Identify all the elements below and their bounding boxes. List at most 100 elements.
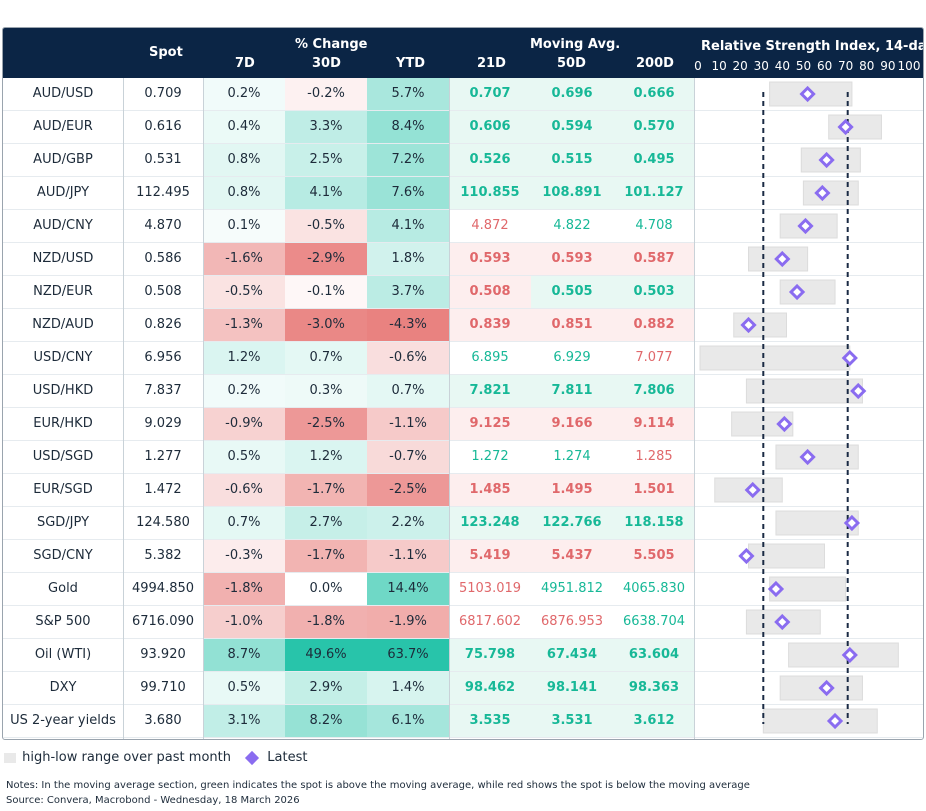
rsi-tick-label: 100: [897, 59, 921, 73]
pair-cell: AUD/EUR: [33, 119, 93, 134]
rsi-latest-marker: [841, 349, 858, 367]
column-divider: [694, 78, 695, 739]
rsi-latest-marker: [850, 382, 867, 400]
rsi-range-bar: [779, 213, 838, 239]
rsi-latest-marker: [818, 679, 835, 697]
ma-50d-cell: 5.437: [531, 540, 613, 572]
chg-7d-cell: -0.6%: [203, 474, 285, 506]
pair-cell: SGD/CNY: [33, 548, 93, 563]
pair-cell: EUR/SGD: [33, 482, 93, 497]
table-row: DXY 99.710 0.5% 2.9% 1.4% 98.462 98.141 98.363: [3, 672, 923, 705]
spot-cell: 1.472: [144, 482, 182, 497]
col-200d-header: 200D: [636, 56, 674, 71]
ma-21d-cell: 123.248: [449, 507, 531, 539]
table-row: EUR/SGD 1.472 -0.6% -1.7% -2.5% 1.485 1.495 1.5…: [3, 474, 923, 507]
chg-7d-cell: 0.5%: [203, 672, 285, 704]
ma-50d-cell: 0.515: [531, 144, 613, 176]
ma-50d-cell: 0.593: [531, 243, 613, 275]
rsi-range-bar: [731, 411, 794, 437]
rsi-latest-marker: [837, 118, 854, 136]
table-row: USD/HKD 7.837 0.2% 0.3% 0.7% 7.821 7.811 7.806: [3, 375, 923, 408]
table-row: Oil (WTI) 93.920 8.7% 49.6% 63.7% 75.798 67.43…: [3, 639, 923, 672]
ma-200d-cell: 7.077: [635, 350, 673, 365]
spot-cell: 124.580: [136, 515, 190, 530]
ma-21d-cell: 4.872: [471, 218, 509, 233]
ma-200d-cell: 0.495: [613, 144, 695, 176]
chg-ytd-cell: 14.4%: [367, 573, 449, 605]
ma-21d-cell: 7.821: [449, 375, 531, 407]
pair-cell: AUD/CNY: [33, 218, 93, 233]
rsi-latest-marker: [843, 514, 861, 532]
table-row: EUR/HKD 9.029 -0.9% -2.5% -1.1% 9.125 9.166 9.1…: [3, 408, 923, 441]
spot-cell: 0.826: [144, 317, 182, 332]
chg-7d-cell: -1.0%: [203, 606, 285, 638]
ma-21d-cell: 0.526: [449, 144, 531, 176]
rsi-tick-label: 90: [880, 59, 896, 73]
chg-ytd-cell: -2.5%: [367, 474, 449, 506]
pair-cell: DXY: [49, 680, 77, 695]
legend-range-label: high-low range over past month: [22, 750, 231, 765]
ma-50d-cell: 6876.953: [540, 614, 604, 629]
column-divider: [203, 78, 204, 739]
table-row: S&P 500 6716.090 -1.0% -1.8% -1.9% 6817.602 68…: [3, 606, 923, 639]
spot-cell: 6.956: [144, 350, 182, 365]
ma-200d-cell: 9.114: [613, 408, 695, 440]
chg-7d-cell: 0.2%: [203, 78, 285, 110]
notes-text: Notes: In the moving average section, gr…: [6, 780, 750, 791]
rsi-tick-label: 0: [694, 59, 702, 73]
ma-50d-cell: 7.811: [531, 375, 613, 407]
rsi-range-bar: [769, 81, 853, 107]
table-row: NZD/USD 0.586 -1.6% -2.9% 1.8% 0.593 0.593 0.58…: [3, 243, 923, 276]
chg-ytd-cell: 7.2%: [367, 144, 449, 176]
ma-200d-cell: 6638.704: [622, 614, 686, 629]
rsi-tick-label: 30: [753, 59, 769, 73]
table-header: Spot % Change 7D 30D YTD Moving Avg. 21D…: [3, 28, 923, 78]
chg-30d-cell: -2.5%: [285, 408, 367, 440]
ma-50d-cell: 0.505: [531, 276, 613, 308]
chg-7d-cell: -0.3%: [203, 540, 285, 572]
table-row: AUD/CNY 4.870 0.1% -0.5% 4.1% 4.872 4.822 4.708: [3, 210, 923, 243]
ma-200d-cell: 5.505: [613, 540, 695, 572]
ma-50d-cell: 122.766: [531, 507, 613, 539]
ma-21d-cell: 0.593: [449, 243, 531, 275]
rsi-range-bar: [699, 345, 851, 371]
rsi-latest-marker: [799, 448, 816, 466]
spot-cell: 93.920: [140, 647, 186, 662]
table-row: Gold 4994.850 -1.8% 0.0% 14.4% 5103.019 4951.8…: [3, 573, 923, 606]
ma-200d-cell: 3.612: [613, 705, 695, 737]
ma-50d-cell: 0.594: [531, 111, 613, 143]
chg-ytd-cell: -1.1%: [367, 408, 449, 440]
spot-header: Spot: [149, 45, 183, 60]
pair-cell: AUD/GBP: [33, 152, 93, 167]
col-7d-header: 7D: [235, 56, 255, 71]
rsi-latest-marker: [738, 547, 755, 565]
ma-50d-cell: 0.696: [531, 78, 613, 110]
chg-7d-cell: -0.5%: [203, 276, 285, 308]
ma-50d-cell: 108.891: [531, 177, 613, 209]
rsi-tick-label: 40: [774, 59, 791, 73]
rsi-latest-marker: [818, 151, 835, 169]
chg-7d-cell: 8.7%: [203, 639, 285, 671]
pair-cell: USD/HKD: [32, 383, 94, 398]
chg-30d-cell: 3.3%: [285, 111, 367, 143]
chg-ytd-cell: -1.9%: [367, 606, 449, 638]
pair-cell: USD/SGD: [32, 449, 94, 464]
ma-200d-cell: 101.127: [613, 177, 695, 209]
ma-200d-cell: 0.503: [613, 276, 695, 308]
table-row: USD/CNY 6.956 1.2% 0.7% -0.6% 6.895 6.929 7.077: [3, 342, 923, 375]
chg-ytd-cell: 6.1%: [367, 705, 449, 737]
ma-21d-cell: 110.855: [449, 177, 531, 209]
ma-200d-cell: 0.570: [613, 111, 695, 143]
chg-30d-cell: -1.7%: [285, 540, 367, 572]
spot-cell: 0.616: [144, 119, 182, 134]
ma-50d-cell: 6.929: [553, 350, 591, 365]
chg-ytd-cell: 1.8%: [367, 243, 449, 275]
chg-ytd-cell: 3.7%: [367, 276, 449, 308]
ma-21d-cell: 1.485: [449, 474, 531, 506]
chg-7d-cell: -0.9%: [203, 408, 285, 440]
ma-200d-cell: 0.587: [613, 243, 695, 275]
chg-30d-cell: 49.6%: [285, 639, 367, 671]
rsi-tick-label: 80: [859, 59, 875, 73]
col-30d-header: 30D: [312, 56, 341, 71]
pair-cell: NZD/EUR: [33, 284, 93, 299]
